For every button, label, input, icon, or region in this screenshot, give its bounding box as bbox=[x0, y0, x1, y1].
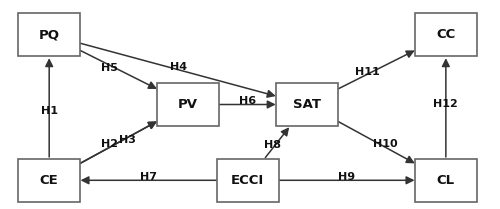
Text: H9: H9 bbox=[338, 172, 355, 182]
FancyBboxPatch shape bbox=[216, 159, 278, 202]
FancyBboxPatch shape bbox=[18, 159, 80, 202]
Text: CE: CE bbox=[40, 174, 58, 187]
Text: H3: H3 bbox=[119, 135, 136, 145]
FancyBboxPatch shape bbox=[415, 13, 477, 56]
Text: SAT: SAT bbox=[293, 98, 321, 111]
Text: H8: H8 bbox=[264, 140, 281, 150]
Text: H10: H10 bbox=[373, 139, 398, 149]
Text: H4: H4 bbox=[170, 62, 186, 72]
Text: ECCI: ECCI bbox=[231, 174, 264, 187]
Text: H7: H7 bbox=[140, 172, 157, 182]
FancyBboxPatch shape bbox=[157, 83, 219, 126]
Text: PV: PV bbox=[178, 98, 198, 111]
FancyBboxPatch shape bbox=[276, 83, 338, 126]
Text: CL: CL bbox=[437, 174, 455, 187]
Text: H11: H11 bbox=[354, 67, 380, 77]
Text: PQ: PQ bbox=[38, 28, 60, 41]
Text: CC: CC bbox=[436, 28, 456, 41]
Text: H5: H5 bbox=[100, 63, 117, 73]
FancyBboxPatch shape bbox=[415, 159, 477, 202]
Text: H2: H2 bbox=[101, 139, 118, 149]
Text: H6: H6 bbox=[239, 96, 256, 106]
Text: H1: H1 bbox=[40, 106, 58, 116]
Text: H12: H12 bbox=[434, 99, 458, 109]
FancyBboxPatch shape bbox=[18, 13, 80, 56]
